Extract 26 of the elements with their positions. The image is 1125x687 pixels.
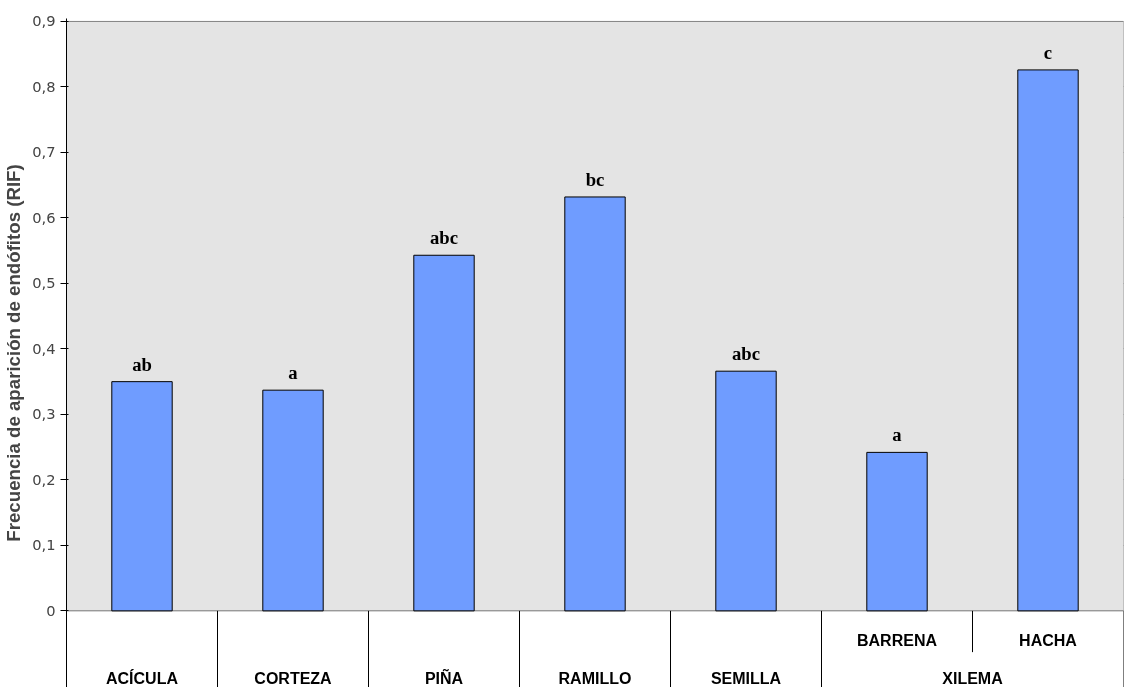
y-tick-label: 0,8: [32, 77, 56, 95]
data-label: bc: [585, 168, 605, 190]
y-tick-label: 0: [46, 601, 56, 619]
data-label: a: [288, 362, 299, 384]
x-tick-label: RAMILLO: [558, 670, 632, 687]
data-label: a: [892, 424, 903, 446]
y-axis-title: Frecuencia de aparición de endófitos (RIF): [3, 164, 25, 542]
y-tick-label: 0,5: [32, 274, 56, 292]
x-tick-label: HACHA: [1019, 631, 1078, 649]
x-tick-label: ACÍCULA: [106, 669, 179, 687]
data-label: c: [1043, 41, 1053, 63]
x-tick-label: BARRENA: [857, 631, 938, 649]
data-label: ab: [132, 353, 152, 375]
y-tick-label: 0,1: [32, 536, 56, 554]
x-tick-label: PIÑA: [424, 668, 464, 687]
y-tick-label: 0,9: [32, 12, 56, 30]
text: XILEMA: [942, 670, 1004, 687]
y-tick-label: 0,2: [32, 470, 56, 488]
x-tick-label: CORTEZA: [254, 670, 333, 687]
data-label: abc: [732, 343, 760, 365]
y-tick-label: 0,7: [32, 143, 56, 161]
y-tick-label: 0,3: [32, 405, 56, 423]
x-tick-label: SEMILLA: [710, 670, 782, 687]
y-tick-label: 0,6: [32, 208, 56, 226]
data-label: abc: [430, 227, 458, 249]
y-tick-label: 0,4: [32, 339, 56, 357]
